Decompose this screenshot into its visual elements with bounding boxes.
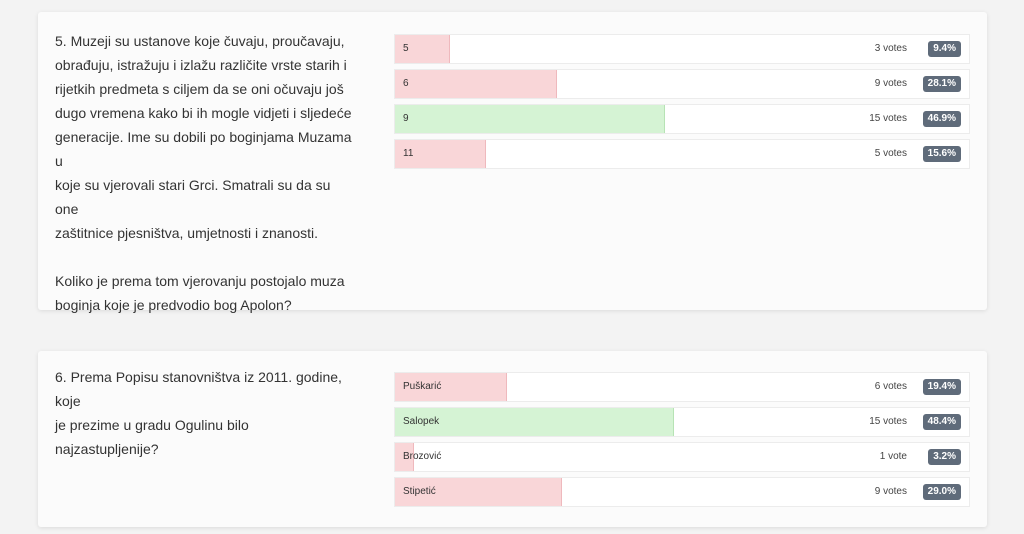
answer-label: 5 [403,43,409,54]
question-text: 5. Muzeji su ustanove koje čuvaju, prouč… [55,33,352,313]
answer-bar [395,408,674,436]
answer-row: 9 15 votes 46.9% [394,104,970,134]
answer-row: 6 9 votes 28.1% [394,69,970,99]
answer-bar [395,443,415,471]
vote-count: 15 votes [869,416,907,427]
percent-badge: 48.4% [922,414,961,430]
vote-count: 3 votes [874,43,907,54]
answer-bar [395,478,563,506]
answer-label: 11 [403,148,414,159]
answer-label: 9 [403,113,409,124]
question-card: 5. Muzeji su ustanove koje čuvaju, prouč… [38,12,987,313]
answer-label: Puškarić [403,381,442,392]
vote-count: 6 votes [874,381,907,392]
answer-label: Brozović [403,451,442,462]
percent-badge: 19.4% [922,379,961,395]
answer-label: Salopek [403,416,440,427]
answer-row: Brozović 1 vote 3.2% [394,442,970,472]
answer-row: Puškarić 6 votes 19.4% [394,372,970,402]
answer-bar [395,140,486,168]
question-text: 6. Prema Popisu stanovništva iz 2011. go… [55,369,342,457]
percent-badge: 3.2% [928,449,961,465]
answer-label: 6 [403,78,409,89]
vote-count: 9 votes [874,78,907,89]
answer-bar [395,373,508,401]
percent-badge: 29.0% [922,484,961,500]
answer-row: 5 3 votes 9.4% [394,34,970,64]
answer-list: 5 3 votes 9.4% 6 9 votes 28.1% 9 15 vote… [394,34,970,174]
percent-badge: 9.4% [928,41,961,57]
answer-bar [395,70,558,98]
answer-bar [395,35,450,63]
percent-badge: 15.6% [922,146,961,162]
vote-count: 5 votes [874,148,907,159]
answer-bar [395,105,666,133]
question-card: 6. Prema Popisu stanovništva iz 2011. go… [38,351,987,527]
vote-count: 1 vote [879,451,907,462]
answer-list: Puškarić 6 votes 19.4% Salopek 15 votes … [394,372,970,512]
vote-count: 9 votes [874,486,907,497]
answer-row: Salopek 15 votes 48.4% [394,407,970,437]
answer-row: 11 5 votes 15.6% [394,139,970,169]
answer-row: Stipetić 9 votes 29.0% [394,477,970,507]
percent-badge: 46.9% [922,111,961,127]
vote-count: 15 votes [869,113,907,124]
percent-badge: 28.1% [922,76,961,92]
answer-label: Stipetić [403,486,436,497]
